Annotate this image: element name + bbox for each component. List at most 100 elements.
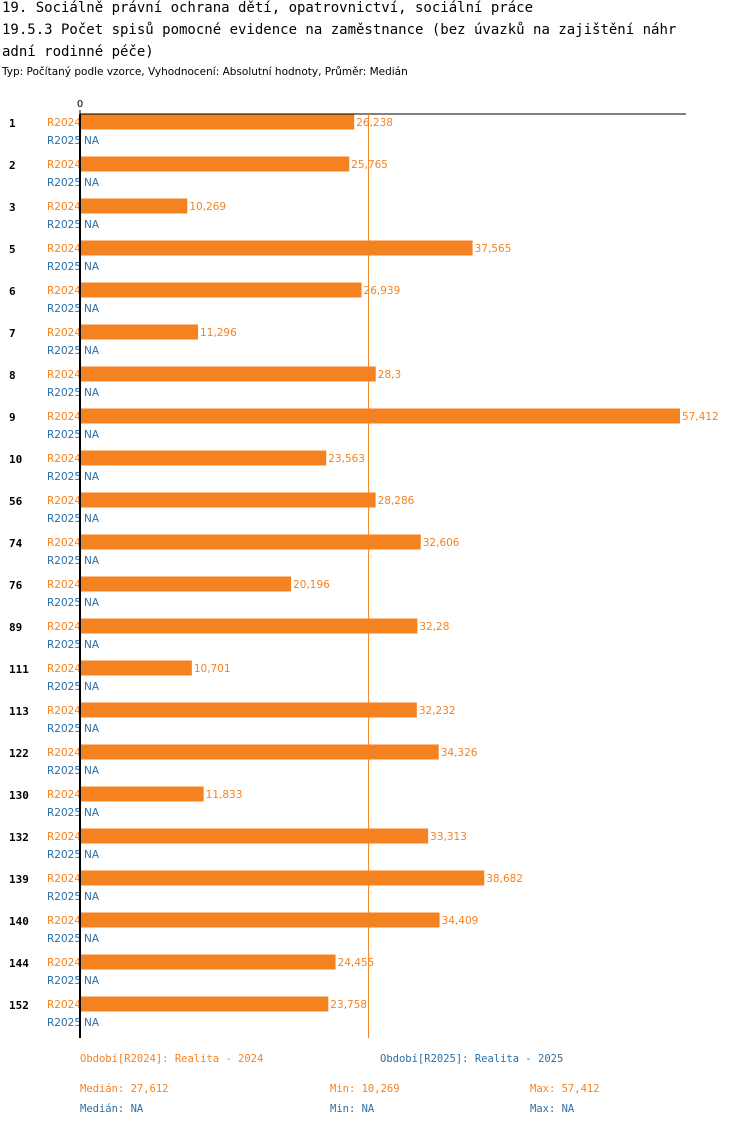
series-label-r2025: R2025 <box>47 177 81 189</box>
bar-r2024 <box>80 828 429 844</box>
category-label: 74 <box>9 537 23 550</box>
bar-value-label-r2025: NA <box>84 849 100 861</box>
bar-r2024 <box>80 576 292 592</box>
legend-r2025: Období[R2025]: Realita - 2025 <box>380 1053 564 1065</box>
bar-r2024 <box>80 282 362 298</box>
bar-value-label-r2025: NA <box>84 135 100 147</box>
bar-value-label-r2024: 32,606 <box>423 537 460 549</box>
bar-value-label-r2024: 34,326 <box>441 747 478 759</box>
bar-value-label-r2025: NA <box>84 1017 100 1029</box>
category-label: 132 <box>9 831 29 844</box>
category-label: 7 <box>9 327 16 340</box>
series-label-r2025: R2025 <box>47 891 81 903</box>
legend-r2024: Období[R2024]: Realita - 2024 <box>80 1053 264 1065</box>
series-label-r2024: R2024 <box>47 999 81 1011</box>
category-label: 2 <box>9 159 16 172</box>
bar-value-label-r2024: 33,313 <box>430 831 467 843</box>
bar-value-label-r2025: NA <box>84 219 100 231</box>
chart-title-line-2: 19.5.3 Počet spisů pomocné evidence na z… <box>2 22 677 38</box>
series-label-r2025: R2025 <box>47 555 81 567</box>
bar-value-label-r2024: 11,296 <box>200 327 237 339</box>
bar-value-label-r2025: NA <box>84 765 100 777</box>
bar-value-label-r2024: 20,196 <box>293 579 330 591</box>
bar-value-label-r2025: NA <box>84 639 100 651</box>
series-label-r2024: R2024 <box>47 201 81 213</box>
bar-r2024 <box>80 366 376 382</box>
category-label: 152 <box>9 999 29 1012</box>
series-label-r2024: R2024 <box>47 957 81 969</box>
series-label-r2024: R2024 <box>47 369 81 381</box>
series-label-r2025: R2025 <box>47 681 81 693</box>
chart-title-line-1: 19. Sociálně právní ochrana dětí, opatro… <box>2 0 534 16</box>
series-label-r2024: R2024 <box>47 495 81 507</box>
series-label-r2024: R2024 <box>47 873 81 885</box>
series-label-r2025: R2025 <box>47 765 81 777</box>
max-r2025: Max: NA <box>530 1103 575 1115</box>
bar-r2024 <box>80 240 473 256</box>
bar-value-label-r2025: NA <box>84 597 100 609</box>
bar-r2024 <box>80 156 350 172</box>
bar-value-label-r2024: 34,409 <box>442 915 479 927</box>
bar-r2024 <box>80 534 421 550</box>
series-label-r2024: R2024 <box>47 117 81 129</box>
series-label-r2024: R2024 <box>47 747 81 759</box>
bar-r2024 <box>80 492 376 508</box>
series-label-r2024: R2024 <box>47 579 81 591</box>
median-r2024: Medián: 27,612 <box>80 1083 169 1095</box>
min-r2025: Min: NA <box>330 1103 375 1115</box>
bar-value-label-r2025: NA <box>84 555 100 567</box>
series-label-r2024: R2024 <box>47 831 81 843</box>
bar-value-label-r2024: 23,563 <box>328 453 365 465</box>
bar-r2024 <box>80 702 417 718</box>
bar-r2024 <box>80 408 680 424</box>
bar-value-label-r2024: 10,269 <box>189 201 226 213</box>
bar-value-label-r2024: 23,758 <box>330 999 367 1011</box>
bar-value-label-r2025: NA <box>84 429 100 441</box>
max-r2024: Max: 57,412 <box>530 1083 600 1095</box>
category-label: 89 <box>9 621 22 634</box>
series-label-r2025: R2025 <box>47 429 81 441</box>
bar-value-label-r2025: NA <box>84 807 100 819</box>
series-label-r2025: R2025 <box>47 975 81 987</box>
bar-r2024 <box>80 324 199 340</box>
chart-title-line-3: adní rodinné péče) <box>2 44 154 60</box>
category-label: 3 <box>9 201 16 214</box>
category-label: 56 <box>9 495 23 508</box>
category-label: 10 <box>9 453 22 466</box>
bar-value-label-r2024: 26,238 <box>356 117 393 129</box>
bar-value-label-r2025: NA <box>84 345 100 357</box>
series-label-r2025: R2025 <box>47 723 81 735</box>
bar-value-label-r2024: 10,701 <box>194 663 231 675</box>
category-label: 6 <box>9 285 16 298</box>
bar-value-label-r2025: NA <box>84 303 100 315</box>
series-label-r2025: R2025 <box>47 849 81 861</box>
series-label-r2024: R2024 <box>47 411 81 423</box>
series-label-r2024: R2024 <box>47 621 81 633</box>
series-label-r2025: R2025 <box>47 513 81 525</box>
category-label: 140 <box>9 915 29 928</box>
bar-value-label-r2025: NA <box>84 177 100 189</box>
bar-value-label-r2024: 32,28 <box>419 621 449 633</box>
bar-value-label-r2025: NA <box>84 723 100 735</box>
series-label-r2025: R2025 <box>47 933 81 945</box>
bar-value-label-r2025: NA <box>84 975 100 987</box>
series-label-r2024: R2024 <box>47 327 81 339</box>
series-label-r2025: R2025 <box>47 135 81 147</box>
bar-value-label-r2024: 11,833 <box>206 789 243 801</box>
bar-value-label-r2024: 28,286 <box>378 495 415 507</box>
bar-value-label-r2025: NA <box>84 513 100 525</box>
category-label: 144 <box>9 957 29 970</box>
bar-r2024 <box>80 954 336 970</box>
bar-value-label-r2024: 32,232 <box>419 705 456 717</box>
category-label: 122 <box>9 747 29 760</box>
category-label: 113 <box>9 705 29 718</box>
series-label-r2025: R2025 <box>47 639 81 651</box>
bar-r2024 <box>80 996 329 1012</box>
bar-value-label-r2024: 37,565 <box>475 243 512 255</box>
category-label: 139 <box>9 873 29 886</box>
series-label-r2024: R2024 <box>47 789 81 801</box>
bar-r2024 <box>80 744 439 760</box>
bar-value-label-r2024: 24,455 <box>338 957 375 969</box>
series-label-r2024: R2024 <box>47 285 81 297</box>
